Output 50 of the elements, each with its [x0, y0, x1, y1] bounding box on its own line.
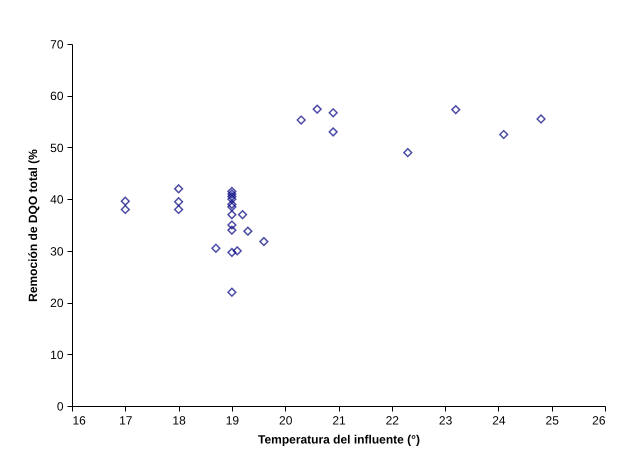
point	[403, 148, 412, 158]
y-tick-label: 60	[50, 89, 64, 104]
point	[227, 192, 237, 202]
y-axis-title: Remoción de DQO total (%	[26, 148, 40, 302]
point	[120, 204, 130, 214]
x-tick-label: 25	[546, 414, 560, 428]
point	[499, 130, 508, 140]
x-tick-label: 17	[119, 414, 133, 428]
y-tick-label: 0	[56, 400, 64, 414]
y-tick-label: 20	[50, 296, 64, 310]
point	[227, 288, 237, 297]
x-tick-label: 18	[172, 414, 186, 428]
x-tick-label: 20	[279, 414, 293, 428]
point	[227, 248, 237, 258]
point	[312, 104, 322, 114]
x-tick-label: 23	[438, 414, 453, 428]
x-tick-label: 16	[72, 414, 86, 428]
point	[174, 184, 184, 194]
x-axis-title: Temperatura del influente (°)	[258, 432, 420, 446]
point	[174, 204, 184, 214]
point	[227, 226, 237, 235]
point	[211, 244, 221, 253]
x-tick-label: 26	[592, 414, 606, 428]
y-tick-label: 40	[50, 192, 64, 207]
x-tick-label: 19	[226, 414, 240, 428]
point	[227, 186, 237, 196]
x-tick-label: 22	[386, 414, 400, 428]
point	[227, 202, 237, 212]
point	[259, 236, 269, 246]
y-tick-label: 70	[50, 38, 64, 52]
point	[227, 200, 237, 209]
point	[296, 115, 306, 125]
point	[451, 105, 460, 114]
point	[227, 210, 237, 220]
y-tick-label: 10	[50, 348, 64, 362]
point	[120, 196, 130, 206]
point	[227, 189, 237, 199]
x-tick-label: 21	[332, 414, 346, 428]
point	[227, 194, 237, 204]
point	[232, 246, 242, 256]
y-tick-label: 50	[50, 140, 64, 155]
point	[243, 226, 253, 236]
point	[238, 210, 248, 220]
point	[536, 114, 546, 124]
point	[328, 127, 338, 137]
point	[174, 197, 184, 206]
y-tick-label: 30	[50, 244, 64, 258]
point	[328, 108, 338, 118]
x-tick-label: 24	[492, 414, 506, 428]
point	[227, 220, 237, 230]
